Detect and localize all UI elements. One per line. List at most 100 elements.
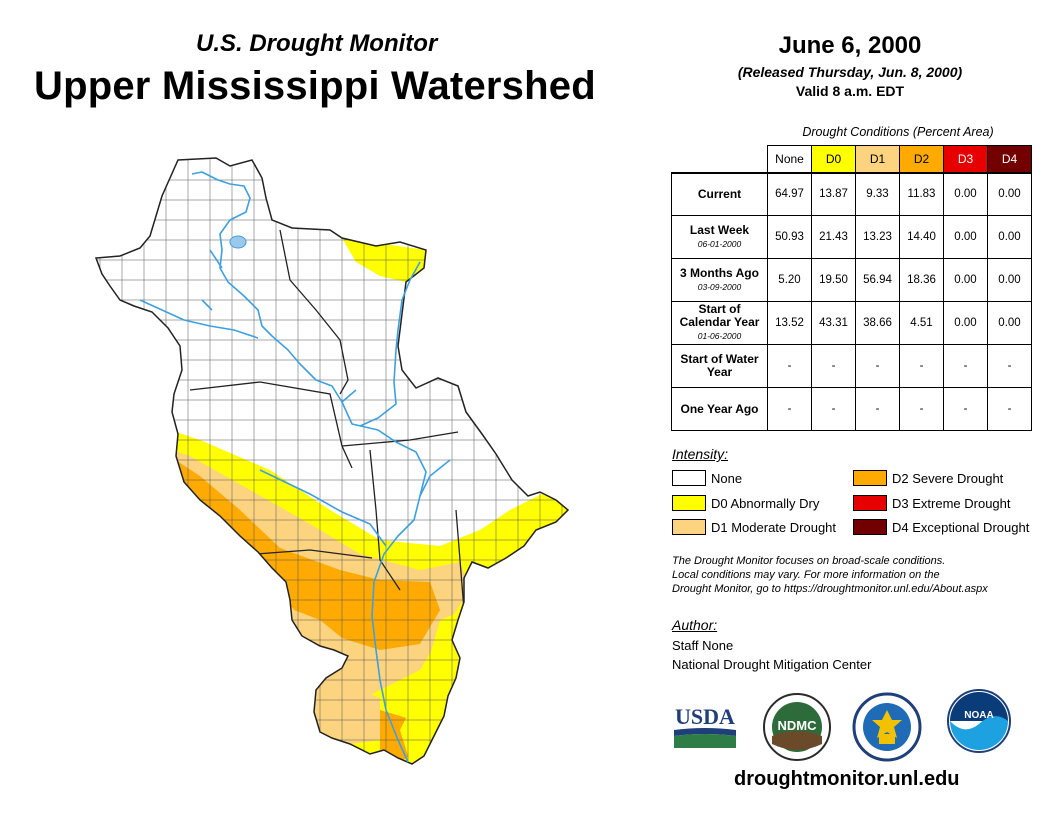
table-cell: 38.66 (855, 301, 900, 345)
table-cell: 5.20 (767, 258, 812, 302)
legend-swatch (853, 470, 887, 486)
website-link[interactable]: droughtmonitor.unl.edu (734, 768, 960, 790)
table-row: Last Week 06-01-2000 50.93 21.43 13.23 14… (671, 215, 1032, 259)
map-title: Upper Mississippi Watershed (34, 64, 596, 108)
river-network (139, 171, 451, 763)
row-label: Current (671, 171, 768, 216)
table-cell: 13.87 (811, 171, 856, 216)
legend-title: Intensity: (672, 446, 729, 462)
table-cell: - (899, 344, 944, 388)
table-caption: Drought Conditions (Percent Area) (802, 125, 994, 139)
table-corner (671, 145, 768, 173)
table-cell: - (899, 387, 944, 431)
row-label: One Year Ago (671, 387, 768, 431)
table-header-row: None D0 D1 D2 D3 D4 (671, 145, 1032, 173)
table-cell: 11.83 (899, 171, 944, 216)
author-title: Author: (672, 617, 718, 633)
row-label-text: Start of Calendar Year (679, 302, 760, 329)
table-cell: - (811, 344, 856, 388)
table-cell: 14.40 (899, 215, 944, 259)
legend-item-d2: D2 Severe Drought (853, 470, 1003, 486)
release-date: (Released Thursday, Jun. 8, 2000) (737, 64, 963, 80)
table-cell: 0.00 (943, 171, 988, 216)
table-cell: - (943, 344, 988, 388)
drought-conditions-table: None D0 D1 D2 D3 D4 Current 64.97 13.87 … (671, 145, 1032, 431)
table-cell: 56.94 (855, 258, 900, 302)
note-line: Drought Monitor, go to https://droughtmo… (672, 583, 988, 595)
table-cell: 13.52 (767, 301, 812, 345)
row-label-text: Last Week (689, 222, 750, 237)
row-label: 3 Months Ago 03-09-2000 (671, 258, 768, 302)
table-cell: 18.36 (899, 258, 944, 302)
col-none-header: None (767, 145, 812, 173)
ndmc-logo-text: NDMC (778, 718, 818, 733)
legend-item-d1: D1 Moderate Drought (672, 519, 836, 535)
legend-swatch (672, 470, 706, 486)
legend-item-none: None (672, 470, 742, 486)
table-cell: - (987, 387, 1032, 431)
col-d1-header: D1 (855, 145, 900, 173)
table-cell: 0.00 (987, 301, 1032, 345)
col-d0-header: D0 (811, 145, 856, 173)
legend-label: D1 Moderate Drought (711, 519, 837, 535)
table-cell: 21.43 (811, 215, 856, 259)
table-row: Start of Water Year - - - - - - (671, 344, 1032, 388)
table-cell: - (767, 387, 812, 431)
row-label: Start of Calendar Year 01-06-2000 (671, 301, 768, 345)
legend-item-d0: D0 Abnormally Dry (672, 495, 819, 511)
table-row: Current 64.97 13.87 9.33 11.83 0.00 0.00 (671, 171, 1032, 216)
row-label-text: Start of Water Year (680, 352, 759, 379)
legend-item-d4: D4 Exceptional Drought (853, 519, 1029, 535)
legend-label: D0 Abnormally Dry (711, 495, 820, 511)
table-cell: 0.00 (943, 215, 988, 259)
table-row: 3 Months Ago 03-09-2000 5.20 19.50 56.94 … (671, 258, 1032, 302)
valid-time: Valid 8 a.m. EDT (795, 83, 905, 99)
legend-swatch (672, 495, 706, 511)
legend-item-d3: D3 Extreme Drought (853, 495, 1011, 511)
commerce-seal-logo (852, 692, 922, 762)
table-cell: - (811, 387, 856, 431)
row-label: Start of Water Year (671, 344, 768, 388)
table-cell: 43.31 (811, 301, 856, 345)
legend-swatch (853, 495, 887, 511)
table-cell: 0.00 (987, 215, 1032, 259)
legend-swatch (853, 519, 887, 535)
legend-label: None (711, 470, 743, 486)
row-date: 03-09-2000 (697, 281, 742, 292)
table-cell: 13.23 (855, 215, 900, 259)
ndmc-logo: NDMC (763, 693, 831, 761)
row-label-text: 3 Months Ago (680, 265, 759, 280)
table-cell: 0.00 (987, 171, 1032, 216)
col-d4-header: D4 (987, 145, 1032, 173)
table-cell: 4.51 (899, 301, 944, 345)
table-row: Start of Calendar Year 01-06-2000 13.52 4… (671, 301, 1032, 345)
table-cell: 0.00 (943, 301, 988, 345)
legend-swatch (672, 519, 706, 535)
noaa-logo-text: NOAA (964, 710, 993, 721)
col-d2-header: D2 (899, 145, 944, 173)
date-block: June 6, 2000 (Released Thursday, Jun. 8,… (690, 32, 1010, 99)
table-cell: 19.50 (811, 258, 856, 302)
usda-logo-text: USDA (675, 704, 735, 729)
lake (229, 235, 247, 249)
legend-label: D4 Exceptional Drought (892, 519, 1030, 535)
row-date: 06-01-2000 (697, 238, 742, 249)
table-cell: - (987, 344, 1032, 388)
drought-map (95, 157, 569, 765)
row-date: 01-06-2000 (697, 331, 742, 341)
note-line: The Drought Monitor focuses on broad-sca… (672, 555, 946, 567)
table-cell: - (767, 344, 812, 388)
row-label: Last Week 06-01-2000 (671, 215, 768, 259)
map-date: June 6, 2000 (778, 32, 922, 59)
table-cell: - (855, 344, 900, 388)
row-label-text: One Year Ago (680, 401, 759, 416)
table-cell: 64.97 (767, 171, 812, 216)
noaa-logo: NOAA (947, 689, 1011, 753)
row-label-text: Current (697, 186, 742, 201)
map-subtitle: U.S. Drought Monitor (196, 30, 438, 57)
table-cell: - (855, 387, 900, 431)
table-cell: 50.93 (767, 215, 812, 259)
usda-logo: USDA (674, 704, 736, 748)
legend-label: D2 Severe Drought (892, 470, 1004, 486)
legend-label: D3 Extreme Drought (892, 495, 1011, 511)
